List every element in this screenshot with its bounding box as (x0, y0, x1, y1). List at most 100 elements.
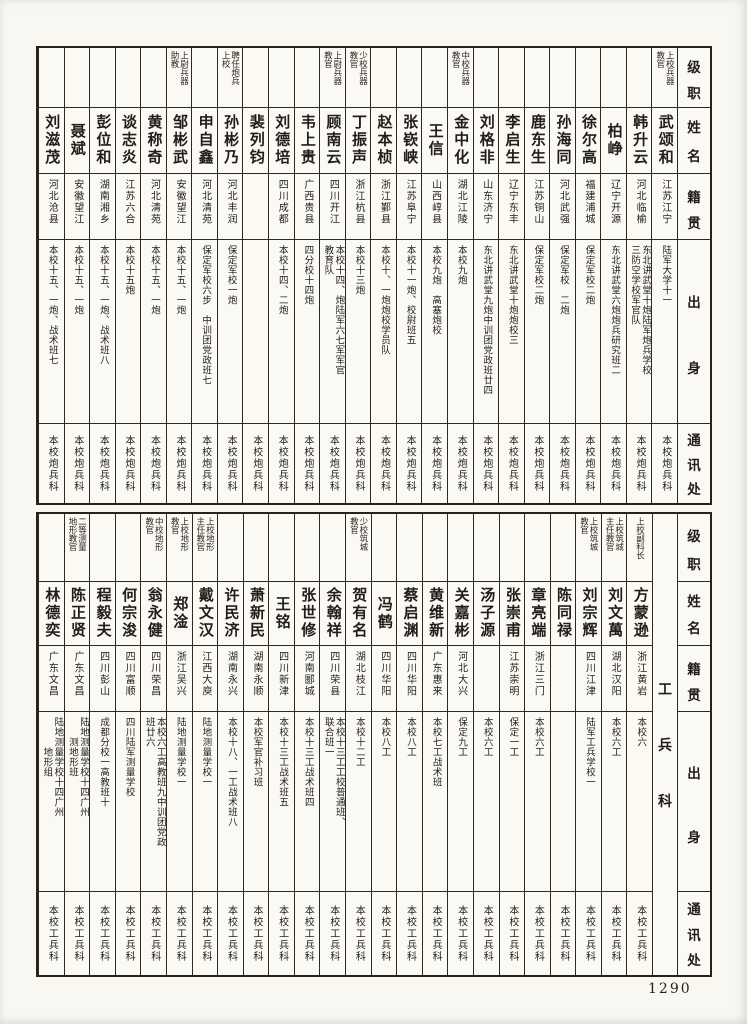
person-background: 东北讲武堂十炮陆军炮兵学校 三防空学校军官队 (629, 245, 651, 375)
person-origin-cell: 广西贵县 (294, 174, 320, 240)
person-rank-cell (550, 514, 576, 582)
person-name: 刘格非 (477, 114, 494, 167)
person-background: 陆地测量学校十四广州 地形组 (41, 717, 63, 817)
person-name: 王铭 (273, 596, 290, 631)
person-origin: 湖北江陵 (455, 179, 467, 225)
person-origin: 山东济宁 (480, 179, 492, 225)
person-background-cell: 本校十五、一炮 (166, 240, 192, 424)
person-background-cell (550, 712, 576, 892)
person-rank-cell (320, 514, 346, 582)
person-origin-cell: 浙江鄞县 (371, 174, 396, 240)
header-char: 籍 (687, 661, 701, 677)
person-background: 本校九炮 (455, 245, 466, 285)
person-column: 赵本桢 浙江鄞县 本校十、一炮炮校学员队 本校炮兵科 (370, 48, 396, 503)
person-background-cell: 本校八工 (371, 712, 397, 892)
person-background-cell: 陆地测量学校十四广州 测地形班 (64, 712, 90, 892)
person-rank-cell (115, 48, 141, 108)
header-char: 姓 (687, 120, 701, 136)
person-contact: 本校炮兵科 (301, 434, 313, 493)
person-column: 中校地形 教官 翁永健 四川荣昌 本校六工高教班九中训团党政 班廿六 本校工兵科 (140, 514, 167, 975)
person-rank: 少校兵器 教官 (348, 51, 369, 85)
person-origin-cell: 河北临榆 (626, 174, 652, 240)
person-column: 申自鑫 河北清苑 保定军校六步 中训团党政班七 本校炮兵科 (191, 48, 217, 503)
person-origin-cell: 四川开江 (320, 174, 345, 240)
person-name: 孙海同 (554, 114, 571, 167)
person-contact-cell: 本校炮兵科 (627, 424, 652, 503)
person-column: 关嘉彬 河北大兴 保定九工 本校工兵科 (447, 514, 473, 975)
person-name: 邹彬武 (171, 114, 188, 167)
person-contact-cell: 本校炮兵科 (474, 424, 499, 503)
person-background-cell: 东北讲武堂十炮陆军炮兵学校 三防空学校军官队 (626, 240, 652, 424)
person-rank-cell (499, 48, 524, 108)
person-contact: 本校工兵科 (46, 904, 58, 963)
person-column: 上尉兵器 教官 顾南云 四川开江 本校十四、炮陆军六七军军官 教育队 本校炮兵科 (319, 48, 345, 503)
person-background-cell: 本校十一炮、校尉班五 (396, 240, 422, 424)
person-name-cell: 武颂和 (652, 108, 677, 174)
person-origin: 湖南永兴 (225, 651, 237, 697)
person-origin-cell: 湖北江陵 (447, 174, 473, 240)
person-name: 韦上贵 (298, 114, 315, 167)
person-background: 本校十一炮、校尉班五 (404, 245, 415, 345)
person-rank: 聘任炮兵 上校 (221, 51, 241, 85)
person-rank-cell (243, 48, 268, 108)
person-name: 鹿东生 (528, 114, 545, 167)
header-char: 身 (687, 361, 701, 376)
person-contact-cell: 本校炮兵科 (652, 424, 677, 503)
person-background-cell: 东北讲武堂九炮中训团党政班廿四 (473, 240, 499, 424)
person-rank-cell: 中校兵器 教官 (447, 48, 473, 108)
person-background-cell: 本校六工 (601, 712, 627, 892)
person-name-cell: 余翰祥 (320, 582, 346, 646)
person-contact-cell: 本校工兵科 (448, 892, 473, 975)
person-rank-cell: 上校地形 主任教官 (192, 514, 218, 582)
person-contact: 本校炮兵科 (122, 434, 134, 493)
person-contact-cell: 本校炮兵科 (90, 424, 115, 503)
person-name: 刘德培 (273, 114, 290, 167)
person-origin-cell: 湖北汉阳 (601, 646, 627, 712)
person-name: 关嘉彬 (452, 587, 469, 640)
person-background-cell: 本校六工 (473, 712, 499, 892)
person-contact-cell: 本校炮兵科 (346, 424, 371, 503)
person-name: 金中化 (452, 114, 469, 167)
person-contact-cell: 本校炮兵科 (39, 424, 64, 503)
person-contact-cell: 本校炮兵科 (141, 424, 166, 503)
person-rank-cell (90, 514, 115, 582)
person-rank-cell (371, 514, 397, 582)
header-char: 贯 (687, 688, 701, 704)
person-name: 何宗浚 (120, 587, 137, 640)
header-char: 职 (687, 85, 701, 101)
person-contact: 本校工兵科 (506, 904, 518, 963)
person-background-cell: 本校九炮 (447, 240, 473, 424)
header-char: 出 (687, 295, 701, 310)
person-origin-cell: 湖北枝江 (346, 646, 371, 712)
person-name: 汤子源 (478, 587, 495, 640)
person-contact-cell: 本校炮兵科 (116, 424, 141, 503)
person-origin-cell: 四川华阳 (371, 646, 397, 712)
person-origin-cell: 湖南永兴 (218, 646, 243, 712)
person-contact: 本校炮兵科 (71, 434, 83, 493)
person-origin: 四川开江 (327, 179, 339, 225)
person-column: 程毅夫 四川彭山 成都分校一高教班十 本校工兵科 (89, 514, 115, 975)
person-origin: 四川富顺 (123, 651, 135, 697)
person-contact-cell: 本校工兵科 (372, 892, 397, 975)
person-contact-cell: 本校工兵科 (116, 892, 141, 975)
person-background: 本校十五、一炮 (72, 245, 83, 315)
header-char: 级 (687, 529, 701, 544)
header-char: 级 (687, 60, 701, 76)
person-origin-cell: 江西大庾 (192, 646, 218, 712)
person-column: 徐尔高 福建浦城 保定军校二炮 本校炮兵科 (574, 48, 601, 503)
person-column: 刘德培 四川成都 本校十四、二炮 本校炮兵科 (268, 48, 294, 503)
person-contact: 本校工兵科 (583, 904, 595, 963)
person-rank: 中校地形 教官 (144, 517, 165, 551)
person-contact-cell: 本校工兵科 (90, 892, 115, 975)
engineer-header-column: 级职 姓名 籍贯 出身 通讯处 (677, 514, 710, 975)
person-name-cell: 陈同禄 (550, 582, 576, 646)
person-column: 孙海同 河北武强 保定军校 二炮 本校炮兵科 (549, 48, 575, 503)
person-column: 张嵚峡 江苏阜宁 本校十一炮、校尉班五 本校炮兵科 (395, 48, 422, 503)
person-origin: 四川成都 (276, 179, 288, 225)
person-origin: 浙江鄞县 (378, 179, 390, 225)
person-contact: 本校炮兵科 (608, 434, 620, 493)
person-name: 郑淦 (171, 596, 188, 631)
person-name: 林德奕 (43, 587, 60, 640)
person-background: 成都分校一高教班十 (98, 717, 109, 807)
person-name-cell: 方蒙逊 (627, 582, 652, 646)
